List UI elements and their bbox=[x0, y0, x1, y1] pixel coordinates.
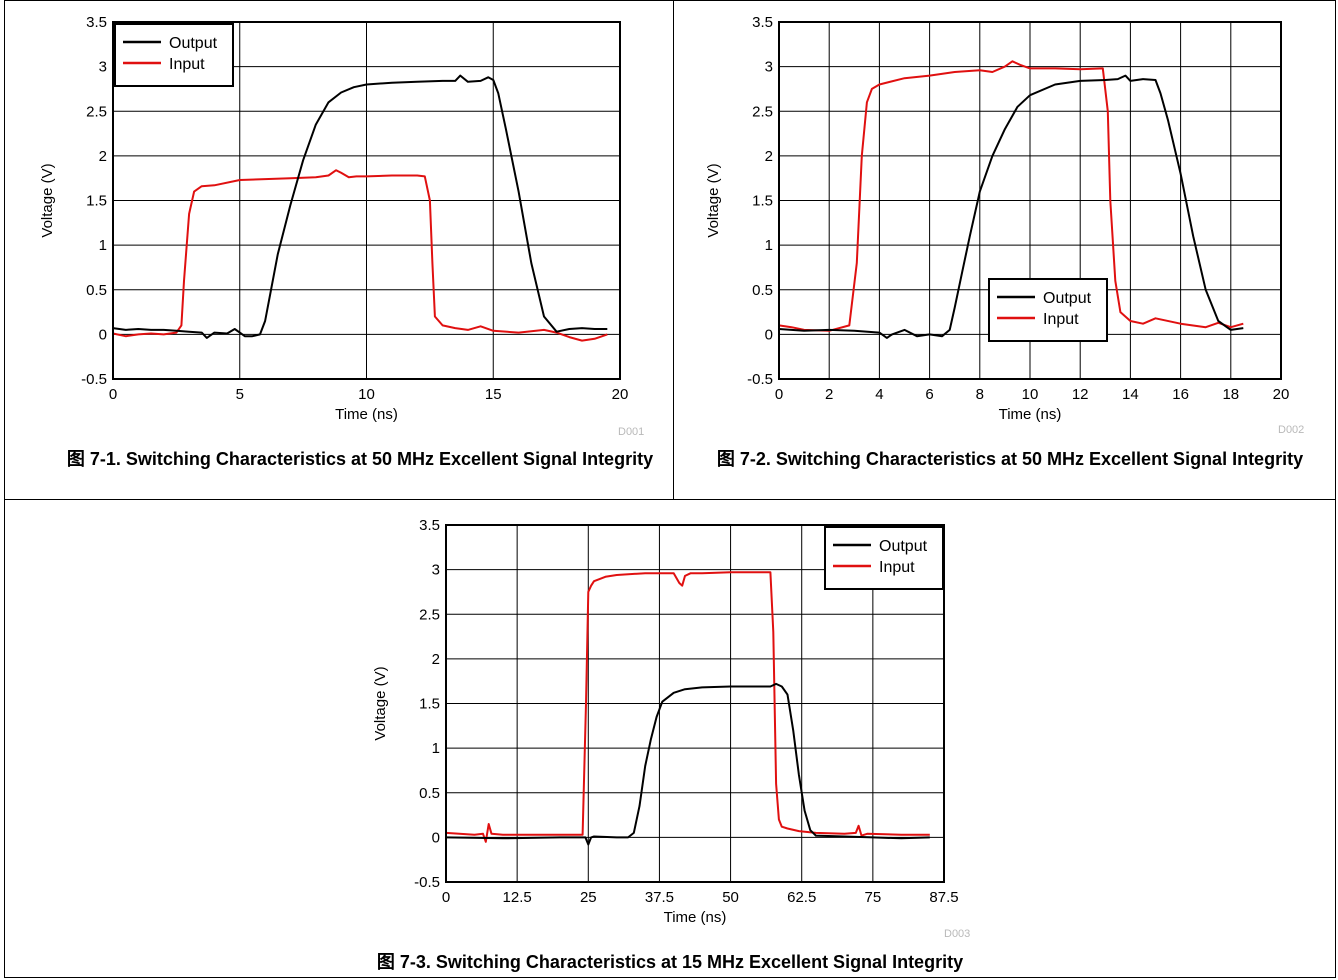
x-tick-label: 87.5 bbox=[929, 889, 958, 906]
legend-label-output: Output bbox=[169, 35, 218, 52]
cell-divider-horizontal bbox=[4, 499, 1336, 500]
caption-7-2: 图 7-2. Switching Characteristics at 50 M… bbox=[716, 449, 1304, 469]
y-tick-label: 1.5 bbox=[752, 193, 773, 210]
x-tick-label: 0 bbox=[442, 889, 450, 906]
y-tick-label: 3.5 bbox=[419, 517, 440, 534]
x-tick-label: 18 bbox=[1222, 386, 1239, 403]
y-tick-label: 0 bbox=[99, 326, 107, 343]
chart-7-3-svg: 0 12.5 25 37.5 50 62.5 75 87.5-0.500.511.522.53… bbox=[372, 517, 959, 926]
legend-box bbox=[114, 23, 234, 87]
legend-label-output: Output bbox=[1043, 290, 1092, 307]
y-tick-label: 3 bbox=[765, 59, 773, 76]
y-tick-label: 3 bbox=[432, 562, 440, 579]
series-line-output bbox=[445, 682, 930, 846]
y-tick-label: 2.5 bbox=[86, 103, 107, 120]
y-tick-label: 1 bbox=[765, 237, 773, 254]
legend-box bbox=[988, 278, 1108, 342]
x-tick-label: 0 bbox=[775, 386, 783, 403]
x-tick-label: 25 bbox=[580, 889, 597, 906]
x-tick-label: 10 bbox=[358, 386, 375, 403]
y-tick-label: 1 bbox=[99, 237, 107, 254]
chart-7-3: 0 12.5 25 37.5 50 62.5 75 87.5 -0.5 0 0.5 1 1.5 2 2.5 3… bbox=[372, 517, 959, 926]
figure-frame bbox=[4, 0, 1336, 978]
y-axis-label: Voltage (V) bbox=[705, 163, 722, 237]
y-axis-label: Voltage (V) bbox=[372, 666, 389, 740]
x-tick-label: 16 bbox=[1172, 386, 1189, 403]
legend: Output Input bbox=[114, 23, 234, 87]
legend-label-output: Output bbox=[879, 538, 928, 555]
x-tick-label: 20 bbox=[1273, 386, 1290, 403]
series-line-output bbox=[112, 74, 608, 339]
y-tick-label: 2.5 bbox=[419, 606, 440, 623]
series-line-input bbox=[112, 169, 608, 342]
x-tick-label: 62.5 bbox=[787, 889, 816, 906]
cell-divider-vertical bbox=[673, 0, 674, 500]
x-tick-label: 15 bbox=[485, 386, 502, 403]
caption-7-3: 图 7-3. Switching Characteristics at 15 M… bbox=[376, 952, 964, 972]
y-tick-label: 0.5 bbox=[752, 282, 773, 299]
series-line-output bbox=[778, 74, 1244, 339]
y-tick-label: 0 bbox=[765, 326, 773, 343]
chart-id-d002: D002 bbox=[1278, 424, 1305, 436]
series-line-input bbox=[445, 571, 930, 843]
x-tick-label: 75 bbox=[865, 889, 882, 906]
legend-box bbox=[824, 526, 944, 590]
chart-7-1: 0 5 10 15 20 -0.5 0 0.5 1 1.5 2 2.5 3 3.5 Time (ns) Vol… bbox=[0, 0, 670, 440]
x-tick-label: 5 bbox=[236, 386, 244, 403]
x-tick-label: 10 bbox=[1022, 386, 1039, 403]
x-tick-label: 50 bbox=[722, 889, 739, 906]
legend: Output Input bbox=[988, 278, 1108, 342]
x-tick-label: 12 bbox=[1072, 386, 1089, 403]
series-line-input bbox=[778, 60, 1244, 332]
y-tick-label: 0.5 bbox=[419, 785, 440, 802]
x-tick-label: 20 bbox=[612, 386, 629, 403]
y-tick-label: -0.5 bbox=[414, 874, 440, 891]
y-tick-label: -0.5 bbox=[81, 371, 107, 388]
legend: Output Input bbox=[824, 526, 944, 590]
x-tick-label: 2 bbox=[825, 386, 833, 403]
y-tick-label: 1.5 bbox=[419, 696, 440, 713]
x-tick-label: 8 bbox=[976, 386, 984, 403]
legend-label-input: Input bbox=[169, 56, 205, 73]
x-axis-label: Time (ns) bbox=[335, 406, 398, 423]
y-tick-label: 0.5 bbox=[86, 282, 107, 299]
y-tick-label: 2 bbox=[99, 148, 107, 165]
caption-7-1: 图 7-1. Switching Characteristics at 50 M… bbox=[66, 449, 654, 469]
x-tick-label: 37.5 bbox=[645, 889, 674, 906]
chart-7-2-svg: 0 2 4 6 8 10 12 14 16 18 20-0.500.511.522.533.5Tim… bbox=[705, 14, 1290, 423]
plot-frame bbox=[778, 21, 1282, 380]
x-axis-label: Time (ns) bbox=[664, 909, 727, 926]
y-tick-label: 1.5 bbox=[86, 193, 107, 210]
plot-frame bbox=[445, 524, 945, 883]
y-tick-label: 1 bbox=[432, 740, 440, 757]
y-tick-label: -0.5 bbox=[747, 371, 773, 388]
y-tick-label: 2.5 bbox=[752, 103, 773, 120]
x-axis-label: Time (ns) bbox=[999, 406, 1062, 423]
x-tick-label: 6 bbox=[925, 386, 933, 403]
y-tick-label: 3.5 bbox=[86, 14, 107, 31]
y-tick-label: 3 bbox=[99, 59, 107, 76]
x-tick-label: 14 bbox=[1122, 386, 1139, 403]
chart-id-d001: D001 bbox=[618, 426, 645, 438]
y-tick-label: 0 bbox=[432, 829, 440, 846]
y-tick-label: 2 bbox=[765, 148, 773, 165]
legend-label-input: Input bbox=[1043, 311, 1079, 328]
chart-id-d003: D003 bbox=[944, 928, 971, 940]
y-tick-label: 2 bbox=[432, 651, 440, 668]
x-tick-label: 12.5 bbox=[503, 889, 532, 906]
y-axis-label: Voltage (V) bbox=[39, 163, 56, 237]
chart-7-2: 0 2 4 6 8 10 12 14 16 18 20 -0.5 0 0.5 1 1.5 2 2.5 3 3.5 Tim… bbox=[0, 0, 1338, 440]
x-tick-label: 0 bbox=[109, 386, 117, 403]
x-tick-label: 4 bbox=[875, 386, 883, 403]
plot-frame bbox=[112, 21, 621, 380]
y-tick-label: 3.5 bbox=[752, 14, 773, 31]
legend-label-input: Input bbox=[879, 559, 915, 576]
